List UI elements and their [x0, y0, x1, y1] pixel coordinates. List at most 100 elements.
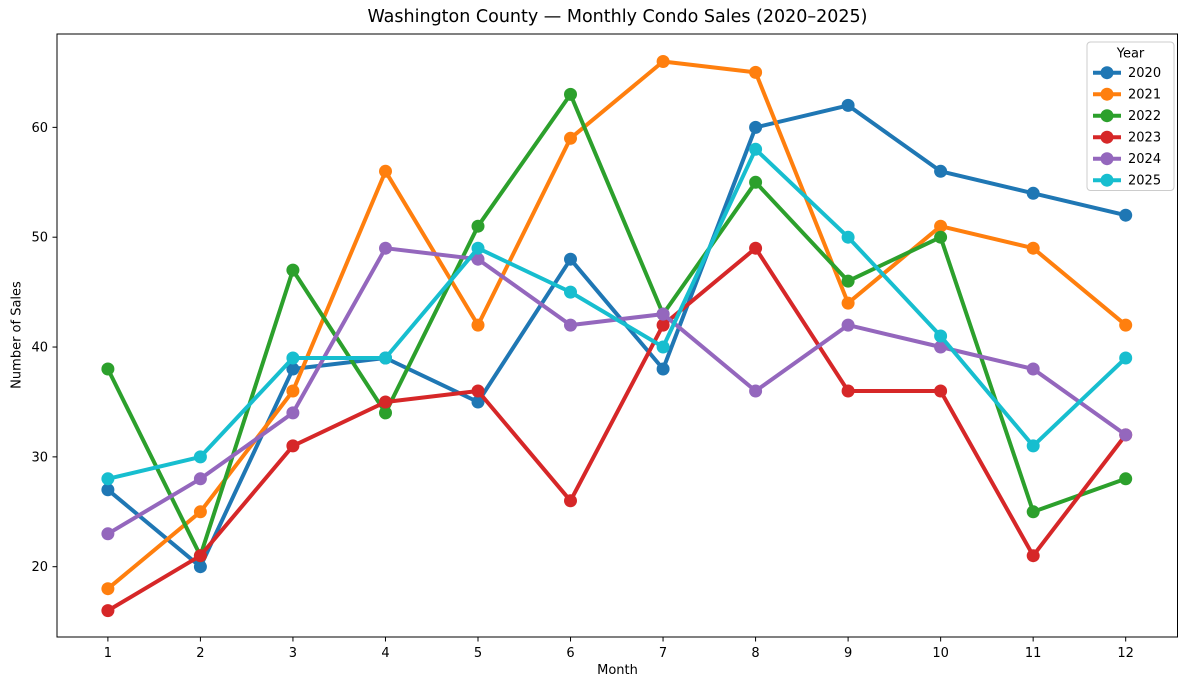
data-point-2022-m4 [379, 406, 392, 420]
series-2025 [101, 142, 1133, 486]
x-axis-label: Month [597, 663, 638, 678]
data-point-2023-m7 [656, 318, 670, 332]
axes-frame [56, 33, 1178, 638]
data-point-2022-m8 [749, 175, 763, 189]
legend-label: 2020 [1128, 66, 1161, 81]
data-point-2022-m5 [471, 219, 485, 233]
data-point-2020-m1 [101, 483, 115, 497]
series-line-2022 [105, 92, 1128, 558]
data-point-2025-m9 [841, 230, 855, 244]
data-point-2025-m6 [564, 285, 577, 299]
data-point-2022-m11 [1026, 505, 1040, 519]
series-line-2023 [105, 246, 1128, 613]
data-point-2024-m8 [749, 384, 763, 398]
legend-marker-dot [1100, 130, 1114, 144]
legend-label: 2021 [1128, 88, 1161, 103]
data-point-2021-m10 [934, 219, 948, 233]
data-point-2021-m12 [1119, 318, 1133, 332]
legend-label: 2025 [1128, 174, 1161, 189]
legend-item-2022: 2022 [1093, 109, 1161, 124]
x-tick-label: 10 [932, 646, 949, 661]
legend-title: Year [1116, 47, 1145, 62]
data-point-2023-m4 [379, 395, 392, 409]
data-point-2025-m12 [1119, 351, 1133, 365]
x-tick-label: 7 [659, 646, 667, 661]
series-2022 [101, 87, 1133, 563]
data-point-2020-m9 [841, 98, 855, 112]
data-point-2023-m6 [564, 494, 577, 508]
data-point-2022-m12 [1119, 472, 1133, 486]
series-2023 [101, 241, 1133, 618]
legend-label: 2023 [1128, 131, 1161, 146]
data-point-2023-m1 [101, 604, 115, 618]
data-point-2025-m1 [101, 472, 115, 486]
data-point-2025-m3 [286, 351, 300, 365]
data-point-2023-m10 [934, 384, 948, 398]
y-tick-label: 40 [31, 341, 48, 356]
x-tick-label: 11 [1025, 646, 1042, 661]
data-point-2025-m2 [193, 450, 207, 464]
data-point-2020-m8 [749, 120, 763, 134]
data-point-2024-m6 [564, 318, 577, 332]
data-point-2020-m2 [193, 560, 207, 574]
x-tick-label: 1 [104, 646, 112, 661]
legend: Year 2020 2021 2022 2023 2024 2025 [1086, 41, 1175, 191]
data-point-2024-m1 [101, 527, 115, 541]
data-point-2024-m5 [471, 252, 485, 266]
legend-item-2021: 2021 [1093, 87, 1161, 103]
data-point-2021-m9 [841, 296, 855, 310]
series-line-2025 [105, 147, 1128, 481]
data-point-2020-m6 [564, 252, 577, 266]
series-2020 [101, 98, 1133, 574]
data-point-2025-m7 [656, 340, 670, 354]
series-line-2020 [105, 103, 1128, 569]
x-tick-label: 12 [1117, 646, 1134, 661]
y-tick-label: 60 [31, 121, 48, 136]
data-point-2024-m10 [934, 340, 948, 354]
data-point-2021-m2 [193, 505, 207, 519]
legend-item-2020: 2020 [1093, 66, 1161, 81]
data-point-2022-m1 [101, 362, 115, 376]
data-point-2022-m3 [286, 263, 300, 277]
data-point-2021-m3 [286, 384, 300, 398]
legend-marker-dot [1100, 152, 1114, 166]
data-point-2020-m10 [934, 164, 948, 178]
data-point-2025-m4 [379, 351, 392, 365]
data-point-2020-m12 [1119, 208, 1133, 222]
legend-marker-dot [1100, 87, 1114, 101]
y-axis-ticks: 20 30 40 50 60 [31, 121, 57, 575]
legend-label: 2022 [1128, 109, 1161, 124]
data-point-2022-m6 [564, 87, 577, 101]
x-tick-label: 4 [381, 646, 389, 661]
x-axis-ticks: 1 2 3 4 5 6 7 8 9 10 11 12 [104, 637, 1134, 661]
data-point-2021-m8 [749, 65, 763, 79]
data-point-2025-m5 [471, 241, 485, 255]
data-point-2023-m9 [841, 384, 855, 398]
y-tick-label: 30 [31, 450, 48, 465]
data-point-2025-m11 [1026, 439, 1040, 453]
data-point-2024-m2 [193, 472, 207, 486]
data-point-2021-m6 [564, 131, 577, 145]
data-point-2023-m11 [1026, 549, 1040, 563]
data-point-2025-m10 [934, 329, 948, 343]
y-tick-label: 20 [31, 560, 48, 575]
legend-item-2023: 2023 [1093, 130, 1161, 146]
data-point-2020-m5 [471, 395, 485, 409]
series-2024 [101, 241, 1133, 541]
data-point-2020-m3 [286, 362, 300, 376]
data-point-2022-m9 [841, 274, 855, 288]
data-point-2023-m2 [193, 549, 207, 563]
series-2021 [101, 55, 1133, 596]
series-line-2021 [105, 59, 1128, 591]
data-point-2020-m7 [656, 362, 670, 376]
x-tick-label: 2 [196, 646, 204, 661]
data-point-2025-m8 [749, 142, 763, 156]
x-tick-label: 6 [566, 646, 574, 661]
data-point-2024-m11 [1026, 362, 1040, 376]
data-point-2024-m12 [1119, 428, 1133, 442]
data-point-2021-m7 [656, 55, 670, 68]
data-point-2024-m7 [656, 307, 670, 321]
legend-marker-dot [1100, 66, 1114, 80]
data-point-2021-m4 [379, 164, 392, 178]
